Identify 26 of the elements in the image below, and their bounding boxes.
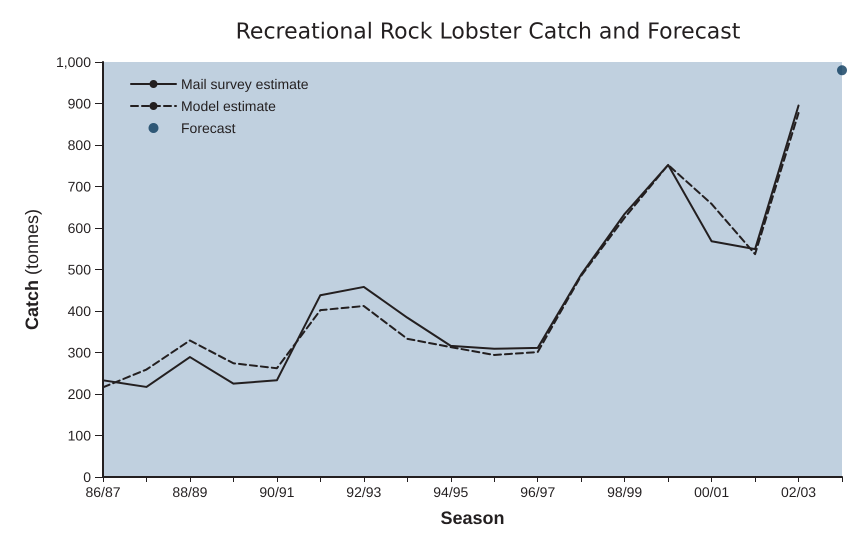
x-tick-label: 00/01	[694, 484, 730, 500]
y-tick-label: 700	[68, 178, 92, 194]
y-tick-label: 600	[68, 220, 92, 236]
y-tick-label: 400	[68, 303, 92, 319]
x-tick-label: 98/99	[607, 484, 642, 500]
x-tick-label: 02/03	[781, 484, 816, 500]
y-tick-label: 500	[68, 262, 92, 278]
x-tick-label: 92/93	[346, 484, 382, 500]
x-tick-label: 90/91	[259, 484, 295, 500]
y-tick-label: 1,000	[56, 54, 92, 70]
y-tick-label: 0	[83, 469, 92, 485]
y-tick-label: 900	[68, 96, 92, 112]
x-tick-label: 86/87	[85, 484, 121, 500]
x-axis-title: Season	[440, 508, 505, 528]
legend-label: Mail survey estimate	[181, 76, 309, 92]
legend-label: Forecast	[181, 120, 236, 136]
y-tick-label: 200	[68, 386, 92, 402]
chart-title: Recreational Rock Lobster Catch and Forecast	[236, 20, 741, 44]
y-tick-label: 800	[68, 137, 92, 153]
x-tick-label: 88/89	[172, 484, 208, 500]
y-axis-title: Catch (tonnes)	[22, 208, 42, 330]
y-tick-label: 100	[68, 428, 92, 444]
y-tick-label: 300	[68, 344, 92, 360]
x-tick-label: 94/95	[433, 484, 468, 500]
x-tick-label: 96/97	[520, 484, 556, 500]
legend-label: Model estimate	[181, 98, 276, 114]
